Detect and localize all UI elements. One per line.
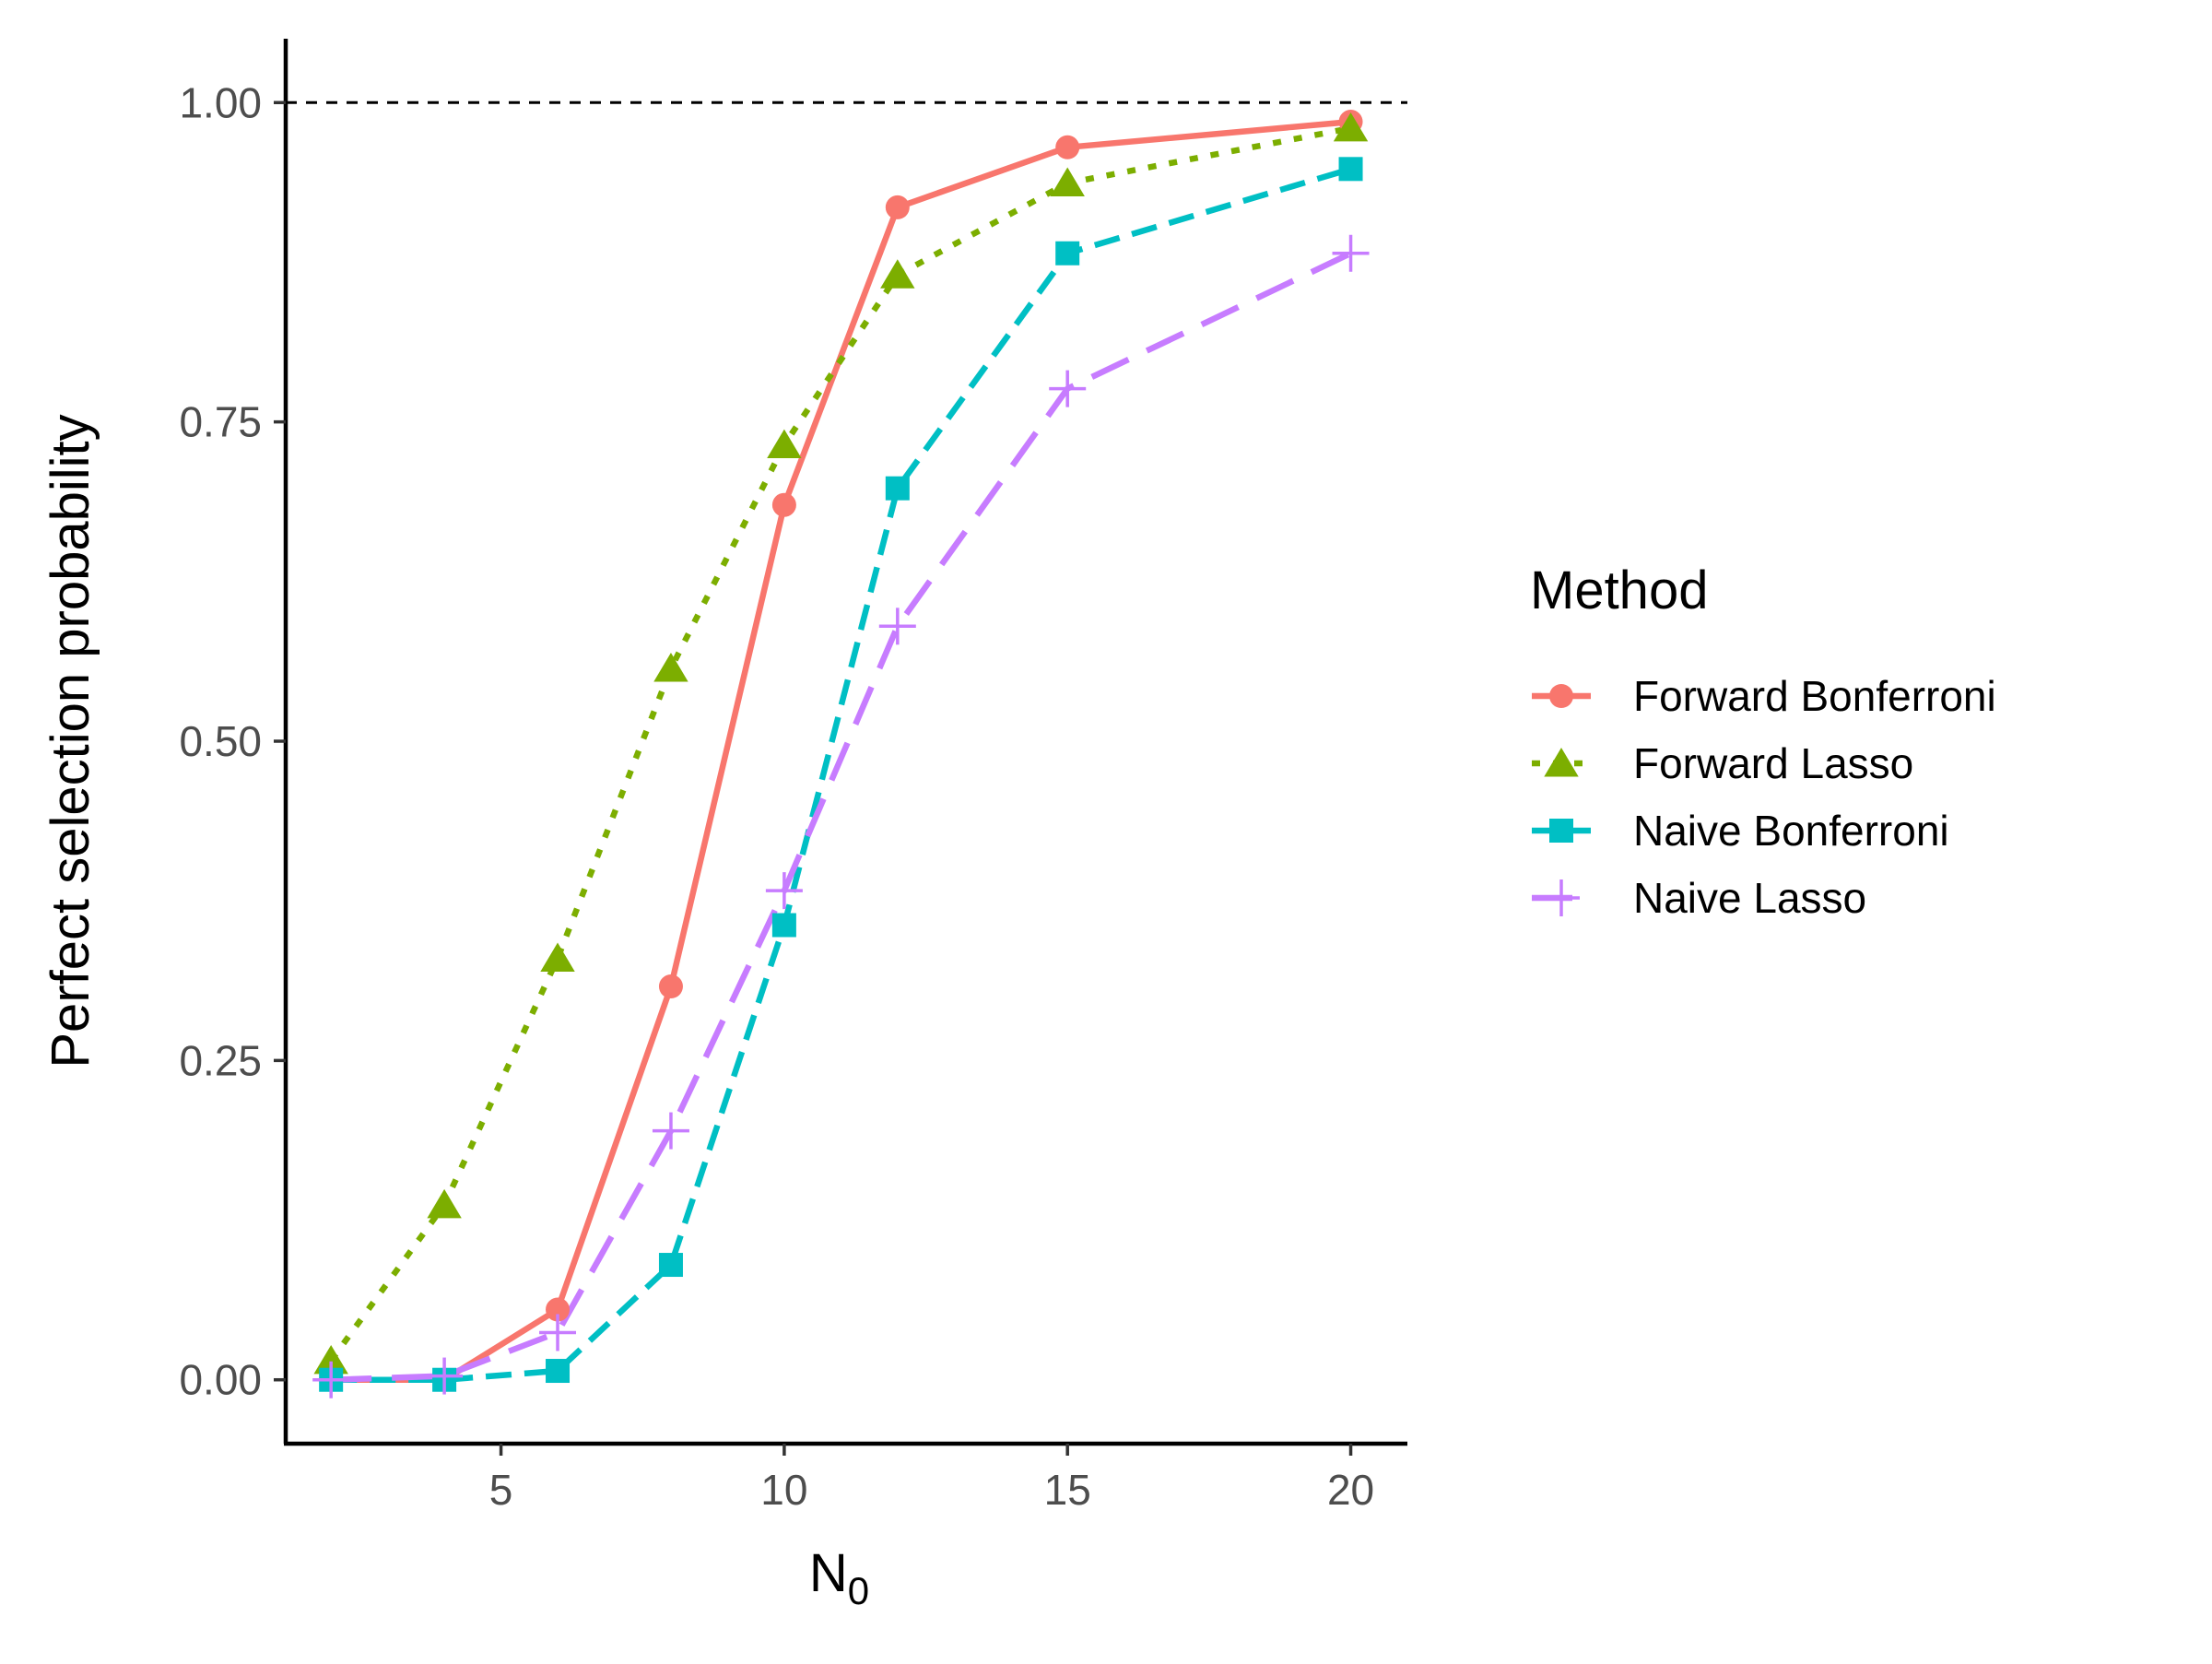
legend-label: Forward Lasso: [1633, 739, 1913, 787]
legend-title: Method: [1530, 561, 1708, 620]
point-forward-lasso-8: [653, 653, 688, 682]
point-naive-lasso-6: [539, 1314, 577, 1351]
y-tick-label: 0.50: [179, 717, 262, 765]
y-tick-label: 0.25: [179, 1036, 262, 1084]
y-tick-label: 0.75: [179, 398, 262, 446]
point-naive-bonferroni-6: [546, 1359, 571, 1384]
point-forward-bonferroni-15: [1055, 135, 1080, 159]
legend-key-marker: [1549, 684, 1573, 708]
point-forward-lasso-6: [540, 942, 575, 972]
point-naive-lasso-8: [652, 1112, 689, 1150]
point-forward-lasso-2: [313, 1344, 348, 1375]
y-axis-title: Perfect selection probability: [41, 414, 100, 1068]
point-forward-lasso-12: [880, 259, 915, 289]
y-tick-label: 1.00: [179, 78, 262, 126]
legend-key-marker: [1549, 819, 1573, 843]
legend: Method Forward Bonferroni Forward Lasso Na…: [1530, 561, 1996, 922]
point-naive-bonferroni-8: [658, 1253, 683, 1278]
x-tick-label: 10: [760, 1466, 807, 1514]
point-naive-lasso-2: [312, 1361, 350, 1398]
point-naive-lasso-4: [426, 1357, 464, 1395]
legend-key-marker: [1544, 748, 1579, 777]
legend-item-forward-lasso: Forward Lasso: [1532, 739, 1913, 787]
x-ticks-group: 5 10 15 20: [489, 1444, 1374, 1514]
y-ticks-group: 0.00 0.25 0.50 0.75 1.00: [179, 78, 286, 1404]
x-axis-title: N0: [809, 1543, 869, 1612]
point-naive-lasso-10: [765, 872, 803, 910]
point-forward-lasso-15: [1050, 167, 1085, 197]
point-forward-bonferroni-12: [885, 195, 910, 219]
point-naive-bonferroni-12: [885, 476, 910, 501]
y-tick-label: 0.00: [179, 1356, 262, 1404]
series-line-naive-bonferroni: [331, 166, 1352, 1383]
series-line-forward-lasso: [328, 124, 1352, 1363]
point-naive-bonferroni-15: [1055, 241, 1080, 266]
point-forward-lasso-10: [767, 429, 802, 459]
x-tick-label: 15: [1044, 1466, 1091, 1514]
point-forward-lasso-4: [427, 1188, 462, 1219]
point-forward-bonferroni-8: [658, 974, 683, 999]
point-naive-lasso-20: [1332, 234, 1370, 272]
point-naive-lasso-12: [878, 608, 916, 645]
x-axis-title-subscript: 0: [848, 1569, 869, 1612]
point-naive-bonferroni-10: [771, 913, 796, 938]
point-forward-lasso-20: [1333, 112, 1369, 142]
point-forward-bonferroni-6: [546, 1297, 571, 1322]
x-axis-title-main: N: [809, 1543, 848, 1603]
series-line-forward-bonferroni: [331, 118, 1351, 1383]
axes-group: [283, 39, 1407, 1446]
x-tick-label: 20: [1327, 1466, 1374, 1514]
series-line-naive-lasso: [331, 250, 1352, 1383]
legend-label: Naive Lasso: [1633, 874, 1866, 922]
legend-item-forward-bonferroni: Forward Bonferroni: [1532, 672, 1996, 720]
series-group: [312, 110, 1370, 1398]
legend-item-naive-lasso: Naive Lasso: [1532, 874, 1866, 922]
legend-item-naive-bonferroni: Naive Bonferroni: [1532, 807, 1949, 855]
legend-label: Forward Bonferroni: [1633, 672, 1996, 720]
x-tick-label: 5: [489, 1466, 513, 1514]
point-naive-lasso-15: [1049, 370, 1087, 407]
point-forward-bonferroni-10: [771, 492, 796, 517]
legend-key-marker: [1543, 879, 1580, 916]
legend-label: Naive Bonferroni: [1633, 807, 1949, 855]
point-naive-bonferroni-20: [1338, 157, 1363, 182]
